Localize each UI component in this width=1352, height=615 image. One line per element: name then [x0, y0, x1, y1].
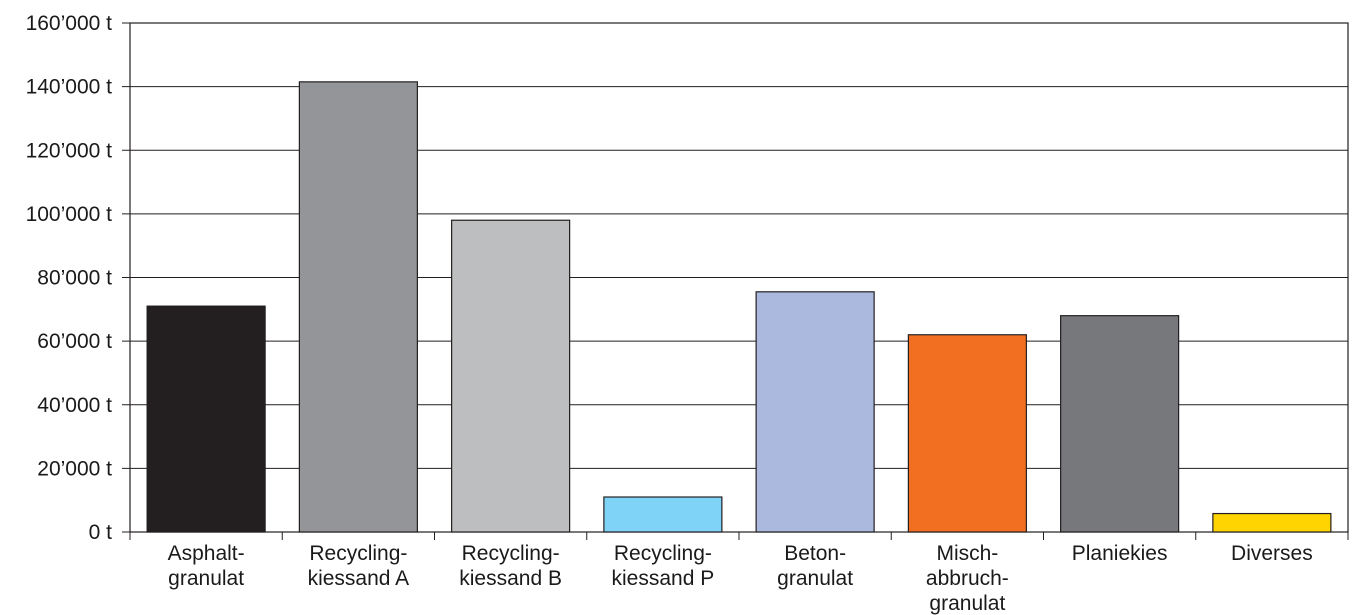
- y-tick-label: 140’000 t: [26, 76, 113, 99]
- category-label-line: Asphalt-: [168, 542, 245, 565]
- bar: [1212, 512, 1332, 533]
- category-label-line: kiessand B: [459, 567, 562, 590]
- category-label-line: Recycling-: [309, 542, 407, 565]
- y-tick-label: 80’000 t: [37, 267, 112, 290]
- y-tick-label: 100’000 t: [26, 203, 113, 226]
- category-label: Misch-abbruch-granulat: [926, 542, 1009, 615]
- category-label-line: granulat: [777, 567, 853, 590]
- category-label: Planiekies: [1072, 542, 1168, 565]
- y-tick-label: 160’000 t: [26, 12, 113, 35]
- category-label-line: Beton-: [784, 542, 846, 565]
- category-label-line: kiessand A: [308, 567, 410, 590]
- category-label-line: abbruch-: [926, 567, 1009, 590]
- category-label-line: Recycling-: [462, 542, 560, 565]
- bar: [755, 291, 875, 533]
- category-label-line: Planiekies: [1072, 542, 1168, 565]
- category-label: Recycling-kiessand P: [612, 542, 715, 590]
- category-label-line: kiessand P: [612, 567, 715, 590]
- y-tick-label: 60’000 t: [37, 330, 112, 353]
- bar: [451, 219, 571, 533]
- category-label: Recycling-kiessand B: [459, 542, 562, 590]
- bar: [146, 305, 266, 533]
- category-label-line: granulat: [168, 567, 244, 590]
- category-label-line: granulat: [929, 592, 1005, 615]
- y-tick-label: 0 t: [89, 521, 113, 544]
- category-label: Asphalt-granulat: [168, 542, 245, 590]
- bar: [1060, 315, 1180, 533]
- y-tick-label: 120’000 t: [26, 139, 113, 162]
- bar: [907, 334, 1027, 533]
- y-tick-label: 40’000 t: [37, 394, 112, 417]
- category-label-line: Diverses: [1231, 542, 1313, 565]
- category-label-line: Recycling-: [614, 542, 712, 565]
- y-tick-label: 20’000 t: [37, 457, 112, 480]
- category-label: Diverses: [1231, 542, 1313, 565]
- category-label: Beton-granulat: [777, 542, 853, 590]
- bar: [603, 496, 723, 533]
- category-label-line: Misch-: [936, 542, 998, 565]
- bar: [298, 81, 418, 533]
- category-label: Recycling-kiessand A: [308, 542, 410, 590]
